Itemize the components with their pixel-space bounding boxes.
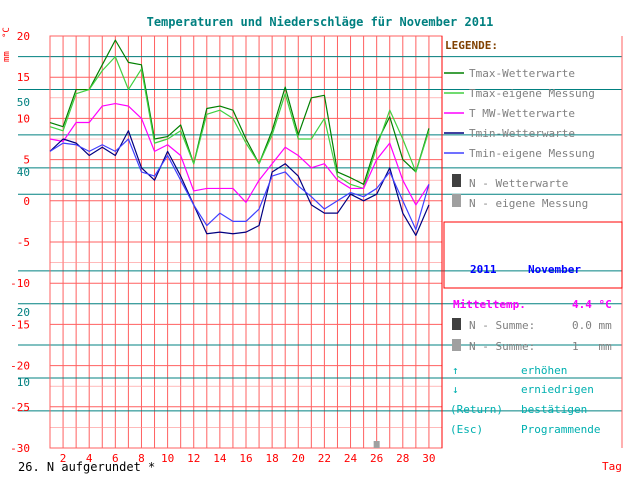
precip-sum-station-label: N - Summe:: [469, 319, 535, 332]
legend-item-label: N - Wetterwarte: [469, 177, 568, 190]
y-tick-label: -5: [17, 236, 30, 249]
precip-own-swatch: [452, 339, 461, 351]
y-tick-label: 5: [23, 154, 30, 167]
key-down[interactable]: ↓: [452, 383, 459, 396]
x-tick-label: 10: [161, 452, 174, 465]
y-tick-label: -10: [10, 277, 30, 290]
legend-item-label: Tmax-Wetterwarte: [469, 67, 575, 80]
period-year: 2011: [470, 263, 497, 276]
chart-title: Temperaturen und Niederschläge für Novem…: [147, 15, 494, 29]
y-tick-label: 20: [17, 30, 30, 43]
footer-note: 26. N aufgerundet *: [18, 460, 155, 474]
precip-station-swatch: [452, 318, 461, 330]
y-tick-label: -25: [10, 401, 30, 414]
x-axis-unit: Tag: [602, 460, 622, 473]
x-tick-label: 30: [422, 452, 435, 465]
x-tick-label: 6: [112, 452, 119, 465]
legend-bar-swatch: [452, 194, 461, 207]
legend-item-label: T MW-Wetterwarte: [469, 107, 575, 120]
y-tick-label: 0: [23, 195, 30, 208]
key-up-action: erhöhen: [521, 364, 567, 377]
key-esc[interactable]: (Esc): [450, 423, 483, 436]
x-tick-label: 18: [266, 452, 279, 465]
precip-sum-own-label: N - Summe:: [469, 340, 535, 353]
y-unit-left: mm: [2, 51, 12, 62]
key-help: ↑ erhöhen ↓ erniedrigen (Return) bestäti…: [450, 364, 600, 436]
legend-bar-swatch: [452, 174, 461, 187]
series-line: [49, 130, 430, 237]
x-tick-label: 24: [344, 452, 358, 465]
key-return[interactable]: (Return): [450, 403, 503, 416]
series-line: [49, 102, 430, 206]
precip-bar: [373, 441, 380, 448]
legend-items: Tmax-Wetterwarte Tmax-eigene Messung T MW-…: [444, 67, 595, 210]
legend-heading: LEGENDE:: [445, 39, 498, 52]
series-line: [49, 39, 430, 185]
key-down-action: erniedrigen: [521, 383, 594, 396]
x-tick-label: 12: [187, 452, 200, 465]
mean-temp-value: 4.4 °C: [572, 298, 612, 311]
period-month: November: [528, 263, 581, 276]
mean-temp-label: Mitteltemp.: [453, 298, 526, 311]
key-up[interactable]: ↑: [452, 364, 459, 377]
chart-series: [49, 39, 430, 448]
series-line: [49, 138, 430, 231]
precip-tick-label: 50: [17, 96, 30, 109]
series-line: [49, 55, 430, 190]
legend-panel: LEGENDE: Tmax-Wetterwarte Tmax-eigene Mes…: [441, 36, 595, 448]
chart-grid: [18, 35, 623, 449]
x-tick-label: 8: [138, 452, 145, 465]
x-tick-label: 14: [213, 452, 227, 465]
x-tick-label: 28: [396, 452, 409, 465]
y-tick-label: 15: [17, 71, 30, 84]
period-box-border: [443, 221, 623, 289]
key-return-action: bestätigen: [521, 403, 587, 416]
precip-tick-label: 20: [17, 306, 30, 319]
x-tick-label: 26: [370, 452, 383, 465]
x-tick-label: 20: [292, 452, 305, 465]
y-tick-label: -15: [10, 318, 30, 331]
precip-sum-station-value: 0.0 mm: [572, 319, 612, 332]
period-box: 2011 November: [443, 221, 623, 289]
x-tick-label: 2: [60, 452, 67, 465]
legend-item-label: Tmin-Wetterwarte: [469, 127, 575, 140]
x-tick-label: 4: [86, 452, 93, 465]
legend-item-label: Tmin-eigene Messung: [469, 147, 595, 160]
x-tick-label: 16: [239, 452, 252, 465]
key-esc-action: Programmende: [521, 423, 600, 436]
legend-item-label: N - eigene Messung: [469, 197, 588, 210]
precip-sum-own-value: 1 mm: [572, 340, 612, 353]
y-tick-label: 10: [17, 112, 30, 125]
y-tick-label: -20: [10, 360, 30, 373]
y-unit-right: °C: [2, 27, 12, 38]
x-tick-label: 22: [318, 452, 331, 465]
precip-tick-label: 40: [17, 166, 30, 179]
legend-item-label: Tmax-eigene Messung: [469, 87, 595, 100]
stats-panel: Mitteltemp. 4.4 °C N - Summe: 0.0 mm N -…: [452, 298, 612, 353]
precip-tick-label: 10: [17, 376, 30, 389]
y-tick-label: -30: [10, 442, 30, 455]
